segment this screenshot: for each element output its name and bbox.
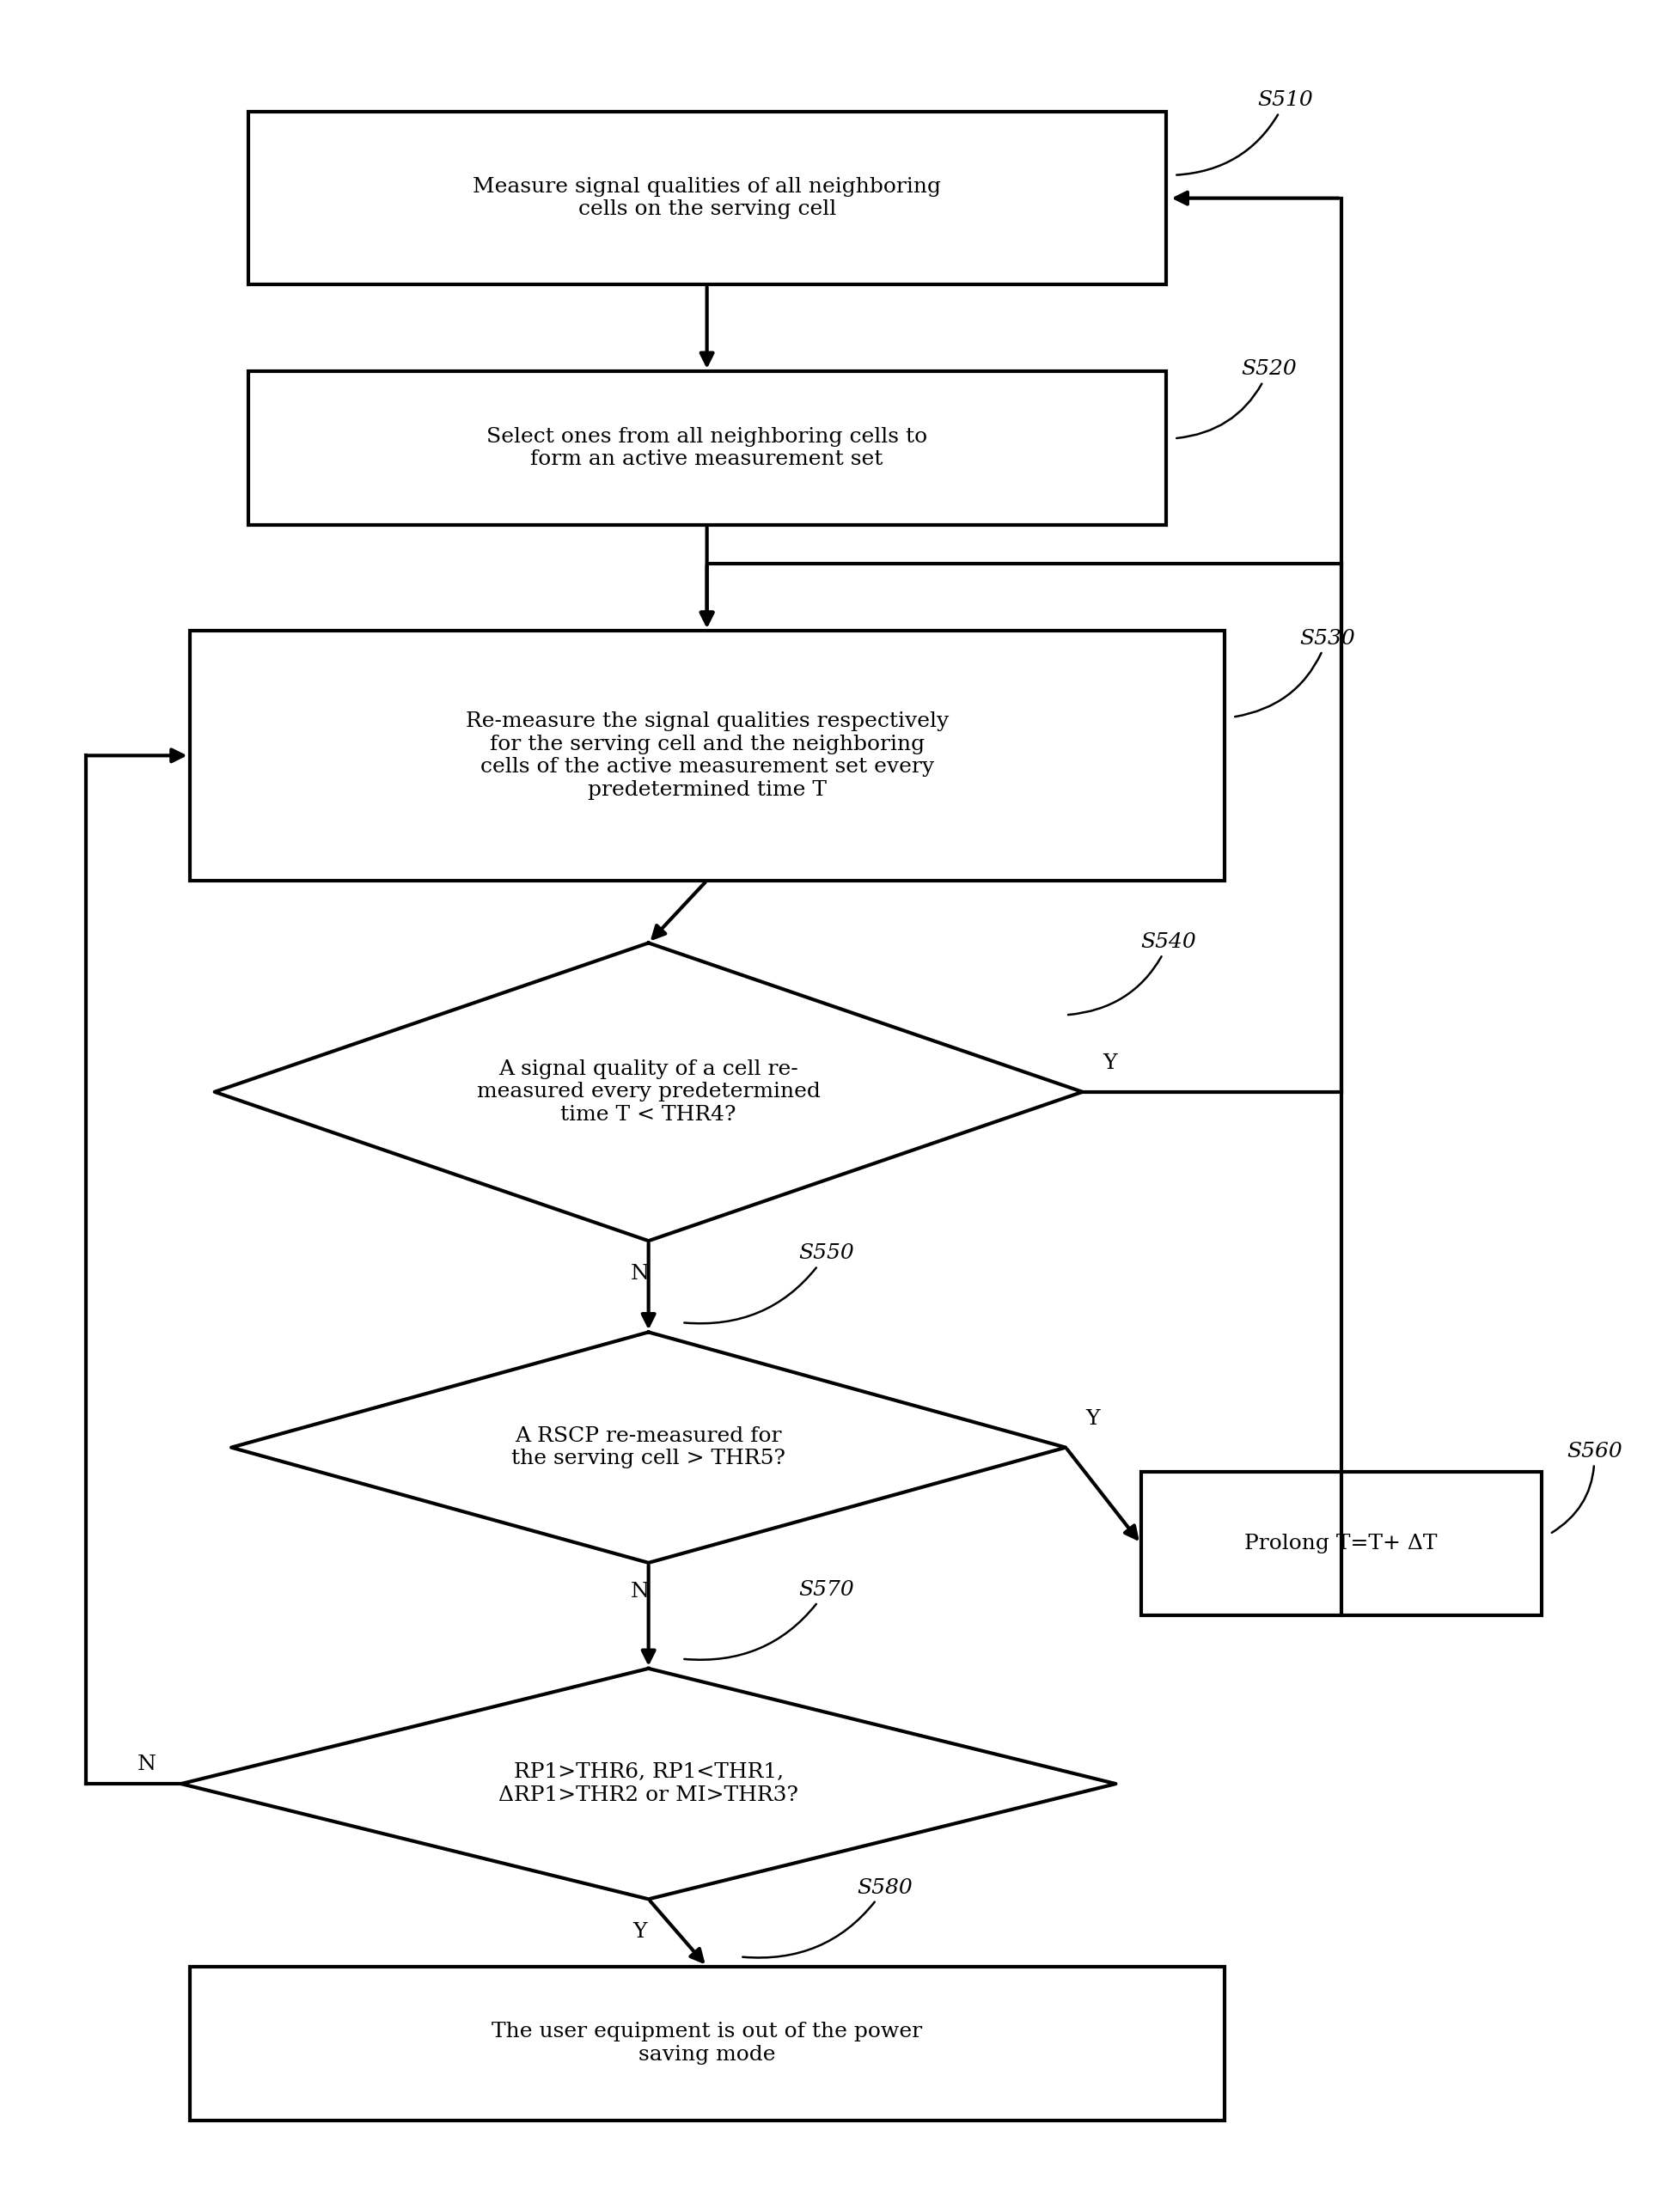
Text: N: N <box>630 1582 648 1602</box>
Bar <box>190 630 1223 881</box>
Polygon shape <box>181 1668 1116 1899</box>
Polygon shape <box>215 943 1082 1240</box>
Text: N: N <box>138 1756 156 1773</box>
Text: Prolong T=T+ ΔT: Prolong T=T+ ΔT <box>1243 1533 1436 1553</box>
Text: N: N <box>630 1265 648 1284</box>
Bar <box>249 370 1166 524</box>
Text: Y: Y <box>1085 1408 1099 1428</box>
Text: A signal quality of a cell re-
measured every predetermined
time T < THR4?: A signal quality of a cell re- measured … <box>477 1060 820 1124</box>
Text: S580: S580 <box>743 1877 912 1958</box>
Text: S570: S570 <box>684 1580 853 1659</box>
Text: Select ones from all neighboring cells to
form an active measurement set: Select ones from all neighboring cells t… <box>486 427 927 469</box>
Text: Y: Y <box>1102 1053 1116 1073</box>
Bar <box>190 1967 1223 2119</box>
Text: S560: S560 <box>1551 1441 1621 1533</box>
Bar <box>249 112 1166 284</box>
Text: Y: Y <box>633 1923 647 1943</box>
Text: Measure signal qualities of all neighboring
cells on the serving cell: Measure signal qualities of all neighbor… <box>472 176 941 220</box>
Text: S530: S530 <box>1235 628 1354 716</box>
Text: S550: S550 <box>684 1245 853 1324</box>
Text: Re-measure the signal qualities respectively
for the serving cell and the neighb: Re-measure the signal qualities respecti… <box>465 712 948 800</box>
Bar <box>1141 1472 1541 1615</box>
Text: S540: S540 <box>1067 932 1196 1016</box>
Text: RP1>THR6, RP1<THR1,
ΔRP1>THR2 or MI>THR3?: RP1>THR6, RP1<THR1, ΔRP1>THR2 or MI>THR3… <box>499 1762 798 1804</box>
Text: A RSCP re-measured for
the serving cell > THR5?: A RSCP re-measured for the serving cell … <box>511 1425 785 1469</box>
Text: S510: S510 <box>1176 90 1312 174</box>
Polygon shape <box>232 1333 1065 1562</box>
Text: The user equipment is out of the power
saving mode: The user equipment is out of the power s… <box>491 2022 922 2064</box>
Text: S520: S520 <box>1176 359 1295 438</box>
